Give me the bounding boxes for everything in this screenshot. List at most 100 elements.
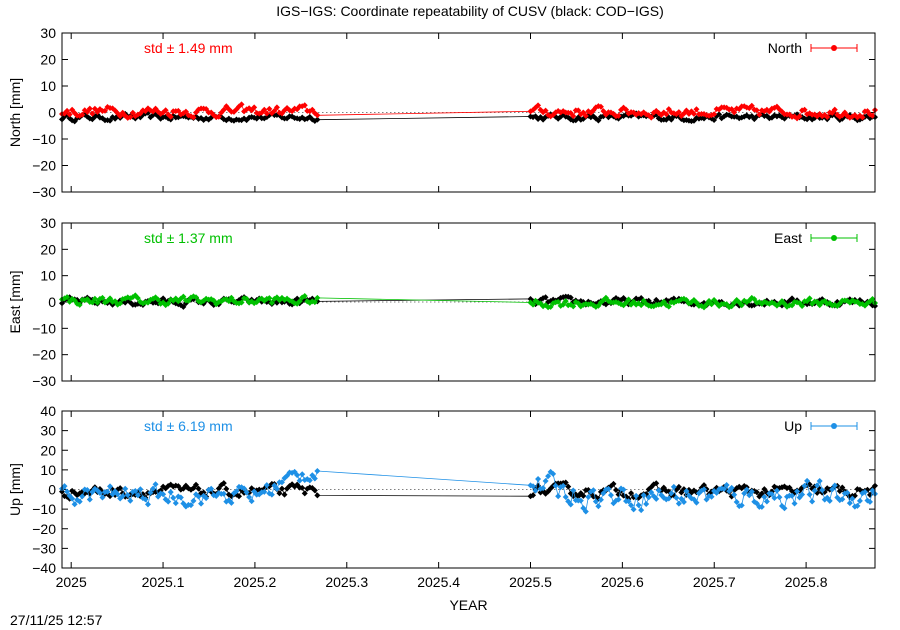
- up-series-point: [243, 489, 250, 496]
- up-xtick-label: 2025.3: [325, 574, 368, 590]
- up-comparison-series-point: [200, 489, 207, 496]
- up-series-point: [535, 475, 542, 482]
- north-series-point: [756, 111, 763, 118]
- north-series-point: [869, 112, 876, 119]
- east-legend-marker: [810, 234, 858, 242]
- north-comparison-series-point: [595, 117, 602, 124]
- north-series-point: [570, 113, 577, 120]
- east-series-point: [708, 301, 715, 308]
- up-series-point: [104, 488, 111, 495]
- up-series-point: [630, 506, 637, 513]
- up-legend-label: Up: [784, 418, 802, 434]
- up-comparison-series-point: [311, 487, 318, 494]
- up-series-point: [640, 492, 647, 499]
- east-comparison-series-point: [567, 294, 574, 301]
- east-ytick-label: 30: [40, 215, 56, 231]
- up-series-point: [122, 485, 129, 492]
- east-series-point: [268, 299, 275, 306]
- up-series-point: [791, 500, 798, 507]
- up-panel: −40 −30 −20 −10 0 10 20 30 40 2025 2025.1 2025.2 202…: [7, 403, 878, 613]
- up-series-point: [846, 500, 853, 507]
- up-ytick-label: −20: [32, 521, 56, 537]
- up-series-point: [542, 477, 549, 484]
- up-series: [59, 468, 878, 515]
- east-series-point: [64, 294, 71, 301]
- up-series-point: [753, 500, 760, 507]
- east-comparison-series-point: [542, 294, 549, 301]
- up-series-point: [746, 492, 753, 499]
- up-series-point: [144, 501, 151, 508]
- up-series-point: [854, 502, 861, 509]
- north-series-point: [535, 102, 542, 109]
- up-series-point: [552, 482, 559, 489]
- up-series-point: [261, 488, 268, 495]
- up-series-point: [633, 492, 640, 499]
- up-series-point: [273, 485, 280, 492]
- up-series-point: [773, 487, 780, 494]
- up-series-point: [680, 499, 687, 506]
- north-series-point: [542, 107, 549, 114]
- north-series-point: [753, 107, 760, 114]
- up-series-point: [693, 499, 700, 506]
- up-xtick-label: 2025.5: [509, 574, 552, 590]
- up-series-point: [567, 501, 574, 508]
- figure-title: IGS−IGS: Coordinate repeatability of CUS…: [276, 3, 664, 19]
- up-series-point: [789, 492, 796, 499]
- north-ytick-label: 20: [40, 52, 56, 68]
- up-comparison-series-point: [610, 480, 617, 487]
- up-plot-frame: [61, 410, 876, 569]
- up-series-point: [731, 491, 738, 498]
- up-comparison-series-point: [281, 491, 288, 498]
- east-series-point: [243, 295, 250, 302]
- up-series-point: [776, 494, 783, 501]
- north-series-point: [89, 110, 96, 117]
- up-series-point: [738, 502, 745, 509]
- east-series-point: [94, 299, 101, 306]
- up-series-point: [177, 494, 184, 501]
- up-series-point: [127, 497, 134, 504]
- up-series-point: [555, 493, 562, 500]
- north-series-point: [263, 110, 270, 117]
- up-comparison-series-point: [223, 485, 230, 492]
- up-series-point: [635, 502, 642, 509]
- east-series-point: [562, 298, 569, 305]
- up-comparison-series-point: [278, 485, 285, 492]
- east-series-point: [638, 302, 645, 309]
- north-series-point: [600, 108, 607, 115]
- north-comparison-series-point: [251, 114, 258, 121]
- up-ytick-label: −40: [32, 560, 56, 576]
- up-series-point: [799, 491, 806, 498]
- up-series-point: [296, 477, 303, 484]
- up-series-point: [208, 485, 215, 492]
- up-series-point: [655, 487, 662, 494]
- north-series-point: [693, 106, 700, 113]
- up-series-point: [643, 501, 650, 508]
- north-series-point: [238, 101, 245, 108]
- up-series-point: [844, 489, 851, 496]
- east-series-point: [665, 303, 672, 310]
- up-series-point: [590, 487, 597, 494]
- up-comparison-series-point: [195, 485, 202, 492]
- up-series-point: [625, 498, 632, 505]
- up-series-point: [771, 495, 778, 502]
- up-series-point: [187, 502, 194, 509]
- up-comparison-series-point: [675, 483, 682, 490]
- up-series-point: [758, 503, 765, 510]
- north-series-point: [101, 107, 108, 114]
- north-ytick-label: −20: [32, 158, 56, 174]
- up-series-point: [311, 475, 318, 482]
- east-series-point: [238, 299, 245, 306]
- north-series-point: [190, 114, 197, 121]
- up-series-point: [607, 492, 614, 499]
- east-series-point: [570, 303, 577, 310]
- up-series-point: [251, 488, 258, 495]
- up-series-point: [64, 488, 71, 495]
- up-series-point: [826, 497, 833, 504]
- up-series-point: [107, 483, 114, 490]
- up-comparison-series-point: [701, 482, 708, 489]
- up-comparison-series-point: [530, 492, 537, 499]
- up-series-point: [645, 494, 652, 501]
- north-series-point: [748, 102, 755, 109]
- up-series-point: [246, 494, 253, 501]
- up-series-point: [600, 490, 607, 497]
